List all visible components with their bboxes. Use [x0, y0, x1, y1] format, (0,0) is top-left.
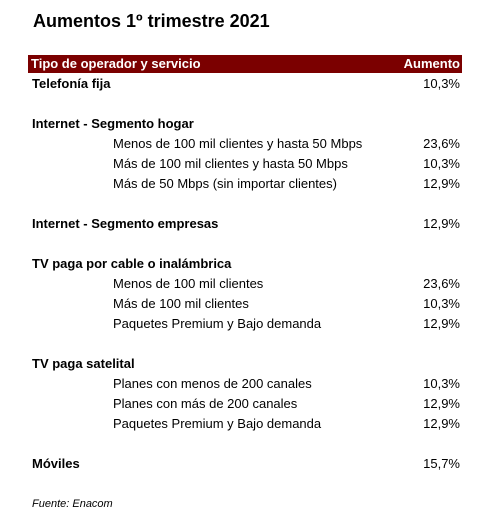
- value: 12,9%: [423, 396, 460, 411]
- item-label: Paquetes Premium y Bajo demanda: [113, 316, 322, 331]
- item-label: Planes con más de 200 canales: [113, 396, 298, 411]
- header-cell: Aumento: [403, 56, 460, 71]
- value: 10,3%: [423, 296, 460, 311]
- section-label: Internet - Segmento empresas: [32, 216, 219, 231]
- item-label: Más de 50 Mbps (sin importar clientes): [113, 176, 337, 191]
- header-cell: Tipo de operador y servicio: [31, 56, 201, 71]
- section-label: TV paga por cable o inalámbrica: [32, 256, 232, 271]
- title: Aumentos 1º trimestre 2021: [33, 11, 270, 31]
- value: 10,3%: [423, 376, 460, 391]
- value: 10,3%: [423, 76, 460, 91]
- value: 23,6%: [423, 136, 460, 151]
- item-label: Planes con menos de 200 canales: [113, 376, 312, 391]
- header-bar: [28, 55, 462, 73]
- item-label: Paquetes Premium y Bajo demanda: [113, 416, 322, 431]
- item-label: Más de 100 mil clientes y hasta 50 Mbps: [113, 156, 348, 171]
- section-label: Internet - Segmento hogar: [32, 116, 194, 131]
- value: 12,9%: [423, 316, 460, 331]
- item-label: Menos de 100 mil clientes y hasta 50 Mbp…: [113, 136, 363, 151]
- value: 15,7%: [423, 456, 460, 471]
- section-label: TV paga satelital: [32, 356, 135, 371]
- value: 10,3%: [423, 156, 460, 171]
- item-label: Menos de 100 mil clientes: [113, 276, 264, 291]
- value: 23,6%: [423, 276, 460, 291]
- item-label: Más de 100 mil clientes: [113, 296, 249, 311]
- section-label: Móviles: [32, 456, 80, 471]
- value: 12,9%: [423, 416, 460, 431]
- source: Fuente: Enacom: [32, 498, 113, 510]
- value: 12,9%: [423, 176, 460, 191]
- value: 12,9%: [423, 216, 460, 231]
- section-label: Telefonía fija: [32, 76, 111, 91]
